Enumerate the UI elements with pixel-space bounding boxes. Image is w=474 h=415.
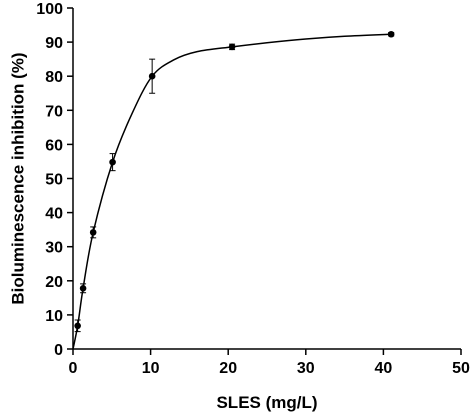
y-axis-title: Bioluminescence inhibition (%)	[9, 52, 28, 304]
y-tick-label: 70	[45, 103, 63, 120]
y-tick-label: 40	[45, 206, 63, 223]
x-tick-label: 30	[297, 360, 315, 377]
x-tick-label: 50	[452, 360, 470, 377]
data-point	[387, 30, 395, 38]
data-point	[228, 43, 236, 51]
data-point	[79, 285, 87, 292]
y-tick-label: 0	[54, 342, 63, 359]
y-tick-label: 30	[45, 240, 63, 257]
y-tick-label: 60	[45, 137, 63, 154]
x-tick-label: 20	[219, 360, 237, 377]
fit-curve-layer	[72, 33, 392, 350]
y-tick-label: 90	[45, 35, 63, 52]
data-point	[89, 229, 97, 236]
data-points-layer	[74, 30, 395, 333]
x-tick-label: 10	[142, 360, 160, 377]
x-tick-label: 0	[69, 360, 78, 377]
axes: 0 10 20 30 40 50 0 10 20 30 40 50 60 70 80 90 100	[36, 1, 470, 377]
data-point	[74, 322, 81, 330]
y-tick-label: 50	[45, 172, 63, 189]
data-point	[148, 72, 156, 80]
y-tick-label: 20	[45, 274, 63, 291]
y-tick-label: 100	[36, 1, 63, 18]
data-point	[109, 158, 116, 166]
x-axis-title: SLES (mg/L)	[216, 393, 317, 412]
y-tick-label: 80	[45, 69, 63, 86]
y-tick-label: 10	[45, 308, 63, 325]
x-tick-label: 40	[375, 360, 393, 377]
fit-curve	[72, 33, 392, 350]
